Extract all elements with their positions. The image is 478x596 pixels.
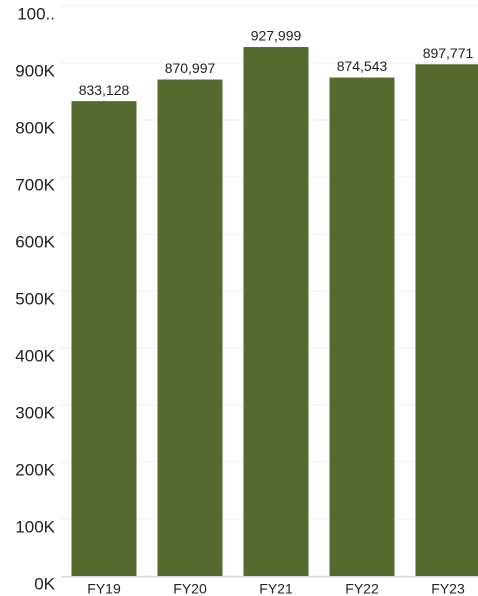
bar — [415, 64, 478, 576]
x-tick-label: FY22 — [345, 581, 379, 596]
value-label: 897,771 — [423, 45, 474, 61]
x-tick-label: FY20 — [173, 581, 207, 596]
y-tick-label: 700K — [15, 175, 55, 194]
x-tick-label: FY23 — [431, 581, 465, 596]
y-tick-label: 0K — [34, 574, 55, 593]
value-label: 874,543 — [337, 58, 388, 74]
y-tick-label: 200K — [15, 460, 55, 479]
y-tick-label: 800K — [15, 118, 55, 137]
x-tick-label: FY19 — [87, 581, 121, 596]
y-tick-label: 300K — [15, 403, 55, 422]
y-tick-label: 500K — [15, 289, 55, 308]
bar — [71, 101, 137, 577]
bar — [329, 77, 395, 576]
value-label: 927,999 — [251, 28, 302, 44]
y-tick-label: 900K — [15, 61, 55, 80]
x-tick-label: FY21 — [259, 581, 293, 596]
value-label: 870,997 — [165, 60, 216, 76]
value-label: 833,128 — [79, 82, 130, 98]
y-tick-label: 600K — [15, 232, 55, 251]
bar — [157, 79, 223, 576]
bar — [243, 47, 309, 576]
y-tick-label: 100K — [15, 517, 55, 536]
y-tick-label: 100.. — [17, 4, 55, 23]
y-tick-label: 400K — [15, 346, 55, 365]
